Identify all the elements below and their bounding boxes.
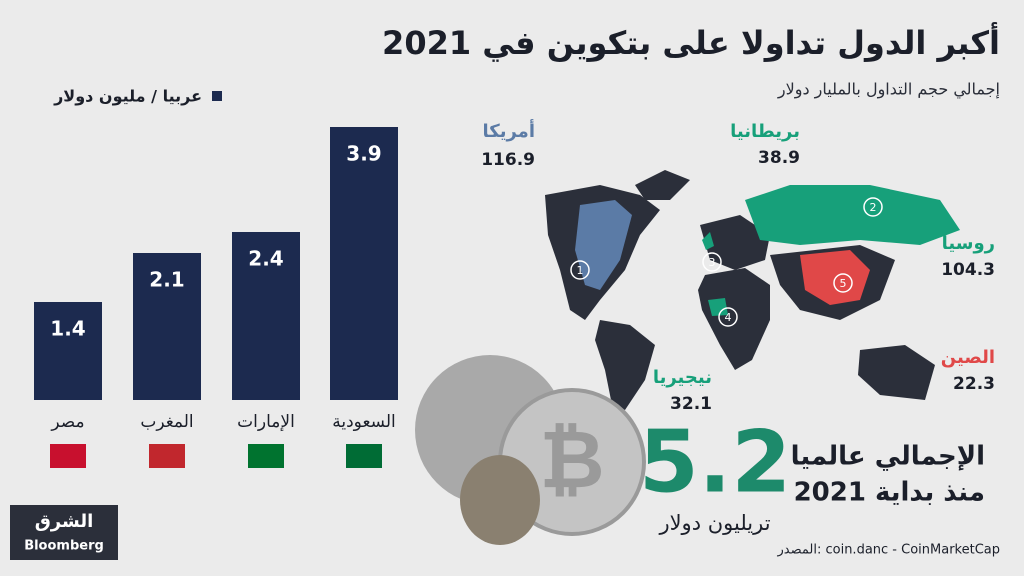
flag [50, 444, 86, 468]
category-label: مصر [50, 412, 84, 432]
bar [330, 127, 398, 400]
rank-number: 5 [840, 277, 847, 290]
rank-number: 3 [709, 256, 716, 269]
bar [232, 232, 300, 400]
logo-brand: الشرق [35, 511, 94, 532]
country-value: 104.3 [941, 260, 995, 280]
value-label: 3.9 [346, 142, 381, 166]
rank-badge [833, 273, 853, 293]
country-name: روسيا [942, 233, 995, 254]
australia [858, 345, 935, 400]
source: المصدر: coin.danc - CoinMarketCap [777, 543, 1001, 558]
total-unit: تريليون دولار [658, 511, 770, 535]
rank-badge [570, 260, 590, 280]
country-value: 38.9 [758, 148, 800, 168]
rank-badge [718, 307, 738, 327]
country-value: 116.9 [481, 150, 535, 170]
value-label: 2.4 [248, 247, 283, 271]
logo-partner: Bloomberg [24, 539, 104, 554]
rank-badge [702, 252, 722, 272]
country-name: أمريكا [483, 119, 536, 142]
uk [702, 232, 714, 250]
world-map [545, 170, 960, 410]
subtitle: إجمالي حجم التداول بالمليار دولار [777, 80, 1000, 100]
country-value: 22.3 [953, 374, 995, 394]
legend-label: عربيا / مليون دولار [53, 87, 202, 106]
total-label: الإجمالي عالميا [791, 442, 985, 472]
logo-box [10, 505, 118, 560]
flag [346, 444, 382, 468]
country-name: الصين [941, 347, 995, 368]
rank-badge [863, 197, 883, 217]
value-label: 2.1 [149, 268, 184, 292]
value-label: 1.4 [50, 317, 85, 341]
south-america [595, 320, 655, 410]
country-name: بريطانيا [730, 121, 800, 142]
nigeria [708, 298, 728, 316]
europe [700, 215, 770, 270]
category-label: الإمارات [237, 412, 295, 432]
total-label: منذ بداية 2021 [794, 478, 985, 508]
rank-number: 2 [870, 201, 877, 214]
coins: ₿ [415, 355, 646, 545]
country-name: نيجيريا [653, 367, 712, 388]
money-bag [460, 455, 540, 545]
bar [34, 302, 102, 400]
total-value: 5.2 [639, 412, 791, 512]
greenland [635, 170, 690, 200]
category-label: المغرب [140, 412, 193, 432]
coin-symbol: ₿ [539, 413, 604, 506]
country-value: 32.1 [670, 394, 712, 414]
flag [149, 444, 185, 468]
flag [248, 444, 284, 468]
legend-swatch [212, 91, 222, 101]
africa [698, 268, 770, 370]
bar [133, 253, 201, 400]
rank-number: 1 [577, 264, 584, 277]
title: أكبر الدول تداولا على بتكوين في 2021 [382, 22, 1000, 62]
category-label: السعودية [332, 412, 395, 432]
rank-number: 4 [725, 311, 732, 324]
russia [745, 185, 960, 245]
